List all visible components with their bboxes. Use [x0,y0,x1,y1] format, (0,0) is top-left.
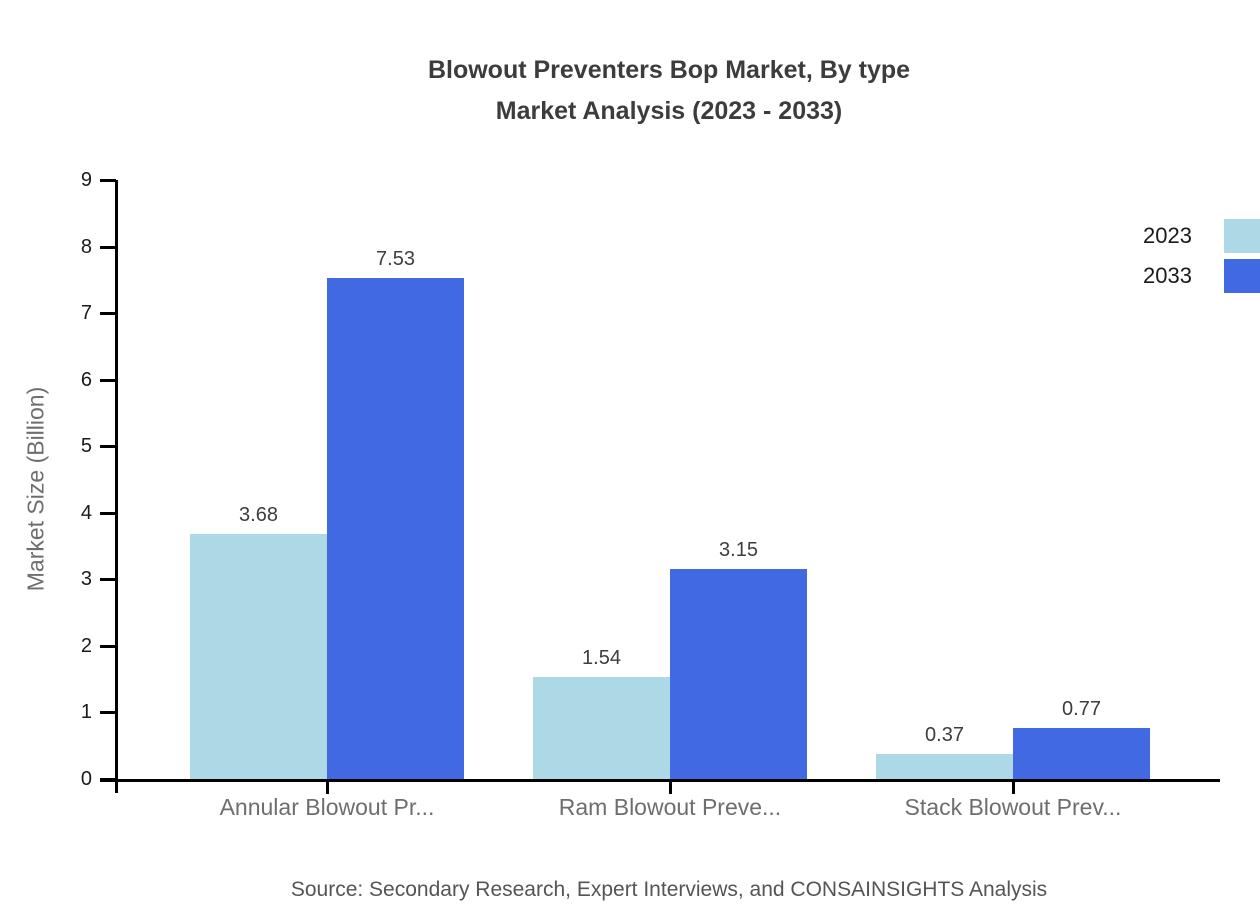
source-text: Source: Secondary Research, Expert Inter… [290,878,1048,901]
bar-value-label: 0.77 [1062,697,1101,720]
y-tick [100,644,116,648]
bar-2033-2 [1013,727,1150,779]
bar-value-label: 3.68 [239,504,278,527]
y-tick-label: 1 [80,701,92,724]
y-tick-label: 5 [80,435,92,458]
y-tick-label: 0 [80,768,92,790]
x-tick [1012,779,1015,794]
bar-value-label: 0.37 [925,724,964,747]
y-tick [100,445,116,449]
x-axis-line [100,779,1220,782]
legend-swatch [1224,219,1260,253]
y-tick [100,179,116,182]
y-tick-label: 6 [80,368,92,391]
legend-swatch [1224,259,1260,293]
y-axis-title: Market Size (Billion) [22,386,49,592]
x-tick [326,779,329,794]
legend-item-2033: 2033 [1143,259,1260,293]
y-tick-label: 3 [80,568,92,591]
y-tick-label: 7 [80,302,92,325]
legend-label: 2023 [1143,223,1192,248]
bar-2033-0 [327,277,464,779]
legend-item-2023: 2023 [1143,219,1260,253]
category-label: Stack Blowout Prev... [904,794,1122,820]
legend-label: 2033 [1143,263,1192,288]
y-tick [100,711,116,715]
category-label: Ram Blowout Preve... [558,794,782,820]
y-tick [100,778,116,781]
bar-value-label: 3.15 [719,539,758,562]
y-tick [100,578,116,582]
y-tick [100,245,116,249]
bar-value-label: 7.53 [376,247,415,270]
y-tick [100,312,116,316]
y-tick [100,511,116,515]
x-tick [669,779,672,794]
y-tick-label: 4 [80,501,92,524]
legend: 2023 2033 [1143,219,1260,299]
y-tick-label: 9 [80,169,92,191]
y-tick-label: 8 [80,235,92,258]
bar-value-label: 1.54 [582,646,621,669]
bar-2033-1 [670,569,807,779]
chart-title-line2: Market Analysis (2023 - 2033) [495,97,843,125]
chart-title: Blowout Preventers Bop Market, By type M… [118,50,1220,132]
chart-title-line1: Blowout Preventers Bop Market, By type [427,56,911,84]
bar-2023-2 [876,754,1013,779]
bar-2023-1 [533,676,670,779]
y-tick-label: 2 [80,634,92,657]
y-axis-line [115,180,118,793]
bar-2023-0 [190,534,327,779]
category-label: Annular Blowout Pr... [219,794,435,820]
y-tick [100,378,116,382]
